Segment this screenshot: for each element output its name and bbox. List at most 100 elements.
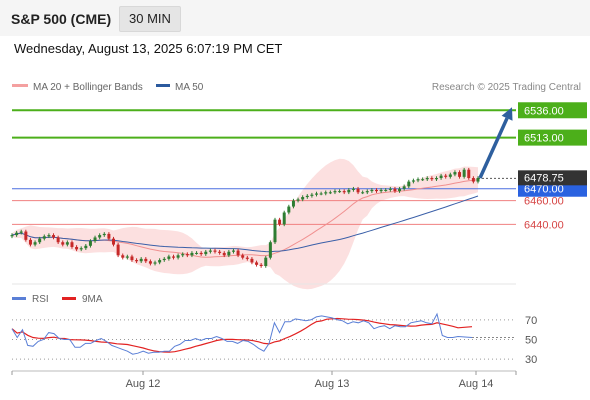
chart-header: S&P 500 (CME) 30 MIN	[0, 0, 590, 36]
candle-body	[264, 257, 268, 266]
candle-body	[268, 242, 272, 258]
candle-body	[65, 242, 69, 245]
copyright: Research © 2025 Trading Central	[432, 82, 581, 93]
candle-body	[370, 189, 374, 192]
candle-body	[328, 192, 332, 194]
candle-body	[130, 256, 134, 261]
rsi-tick-label: 50	[525, 334, 537, 346]
candle-body	[374, 189, 378, 192]
candle-body	[416, 179, 420, 181]
candle-body	[342, 191, 346, 193]
candle-body	[458, 172, 462, 177]
candle-body	[195, 252, 199, 254]
candle-body	[56, 237, 60, 243]
candle-body	[107, 233, 111, 239]
candle-body	[287, 206, 291, 213]
candle-body	[199, 252, 203, 255]
candle-body	[125, 256, 129, 258]
legend-swatch-ma20	[12, 84, 28, 87]
candle-body	[102, 233, 106, 236]
rsi-plot: 70 50 30	[11, 312, 537, 366]
candle-body	[291, 200, 295, 207]
x-tick-label: Aug 14	[459, 378, 494, 390]
candle-body	[241, 255, 245, 258]
candle-body	[79, 248, 83, 250]
legend-label-rsi: RSI	[32, 294, 49, 305]
level-label-0: 6536.00	[524, 105, 564, 117]
candle-body	[231, 250, 235, 252]
candle-body	[425, 178, 429, 180]
legend-label-ma20: MA 20 + Bollinger Bands	[33, 82, 143, 93]
candle-body	[213, 250, 217, 252]
candle-body	[98, 235, 102, 238]
legend-label-9ma: 9MA	[82, 294, 103, 305]
candle-body	[430, 178, 434, 180]
candle-body	[10, 235, 14, 237]
candle-body	[250, 258, 254, 263]
candle-body	[393, 188, 397, 192]
candle-body	[42, 236, 46, 239]
candle-body	[379, 189, 383, 192]
candle-body	[236, 250, 240, 256]
candle-body	[171, 256, 175, 258]
level-tag-1	[518, 129, 587, 146]
level-label-3: 6460.00	[524, 196, 564, 208]
candle-body	[84, 245, 88, 249]
candle-body	[61, 242, 65, 245]
rsi-9ma-line	[11, 317, 473, 353]
candle-body	[70, 242, 74, 247]
candle-body	[305, 195, 309, 198]
candle-body	[384, 189, 388, 191]
candle-body	[319, 193, 323, 195]
candle-body	[135, 260, 139, 262]
candle-body	[453, 172, 457, 175]
candle-body	[19, 231, 23, 233]
timestamp: Wednesday, August 13, 2025 6:07:19 PM CE…	[14, 41, 283, 56]
x-axis: Aug 12 Aug 13 Aug 14	[11, 371, 517, 390]
legend-swatch-rsi	[12, 297, 26, 300]
x-tick-label: Aug 12	[126, 378, 161, 390]
candle-body	[310, 194, 314, 196]
forecast-arrow-head	[501, 107, 513, 121]
candle-body	[185, 254, 189, 256]
legend-swatch-ma50	[156, 84, 170, 87]
candle-body	[273, 219, 277, 243]
candle-body	[24, 231, 28, 240]
candle-body	[218, 251, 222, 253]
candle-body	[476, 178, 480, 182]
candle-body	[402, 186, 406, 189]
candle-body	[181, 254, 185, 256]
candle-body	[365, 191, 369, 193]
candle-body	[421, 179, 425, 181]
forecast-arrow-shaft	[478, 117, 509, 179]
candle-body	[356, 188, 360, 193]
candle-body	[47, 235, 51, 237]
candle-body	[167, 256, 171, 259]
candle-body	[282, 212, 286, 225]
candle-body	[112, 238, 116, 245]
rsi-tick-label: 30	[525, 354, 537, 366]
rsi-tick-label: 70	[525, 315, 537, 327]
candle-body	[190, 252, 194, 256]
level-label-1: 6513.00	[524, 133, 564, 145]
level-label-4: 6440.00	[524, 219, 564, 231]
candle-body	[388, 188, 392, 190]
candle-body	[28, 239, 32, 245]
candle-body	[144, 258, 148, 262]
candle-body	[33, 242, 37, 245]
legend-label-ma50: MA 50	[175, 82, 204, 93]
rsi-line	[11, 312, 473, 355]
candle-body	[467, 169, 471, 179]
candle-body	[208, 250, 212, 252]
candle-body	[176, 255, 180, 258]
candle-body	[338, 191, 342, 193]
level-label-2: 6470.00	[524, 184, 564, 196]
candle-body	[93, 237, 97, 242]
x-tick-label: Aug 13	[315, 378, 350, 390]
candle-body	[301, 197, 305, 200]
candle-body	[15, 232, 19, 236]
candle-body	[439, 175, 443, 179]
timeframe-button[interactable]: 30 MIN	[119, 6, 181, 32]
candle-body	[347, 189, 351, 193]
